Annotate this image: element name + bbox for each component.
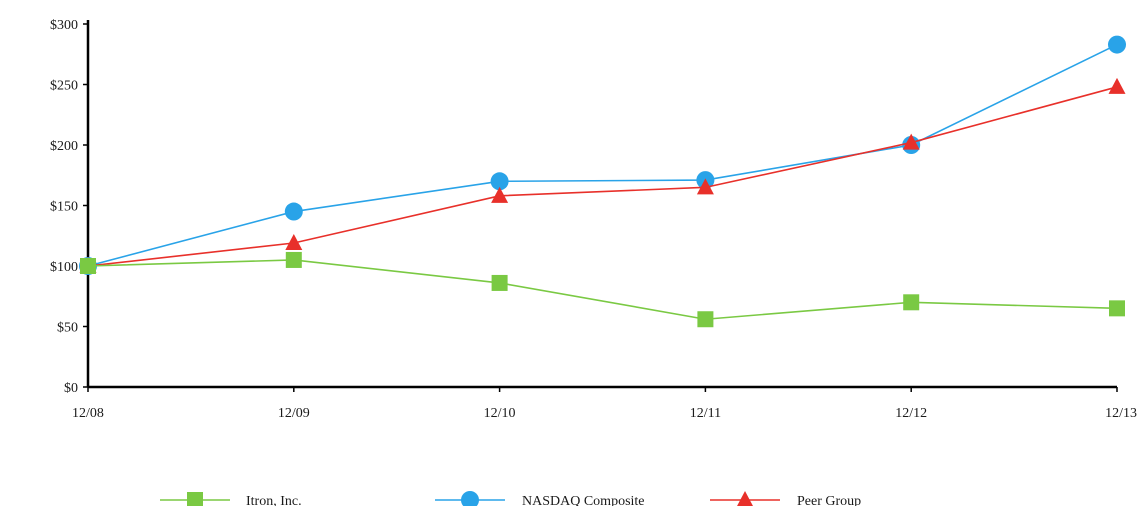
series-line-nasdaq-composite: [87, 43, 1118, 267]
legend-item-nasdaq-composite: NASDAQ Composite: [435, 491, 645, 506]
legend-label: Peer Group: [797, 494, 861, 506]
legend-label: NASDAQ Composite: [522, 494, 645, 506]
y-tick-label: $300: [50, 18, 78, 33]
data-point-nasdaq-composite: [490, 172, 509, 191]
x-tick-label: 12/08: [72, 406, 104, 421]
legend-marker-circle: [461, 491, 479, 506]
y-tick-label: $50: [57, 321, 78, 336]
x-tick-label: 12/13: [1105, 406, 1137, 421]
series-nasdaq-composite: [79, 35, 1126, 275]
x-axis-tick-labels: 12/08 12/09 12/10 12/11 12/12 12/13: [72, 406, 1137, 421]
y-tick-label: $200: [50, 139, 78, 154]
legend-item-itron-inc: Itron, Inc.: [160, 492, 302, 506]
data-point-itron-inc: [1109, 300, 1125, 317]
y-tick-label: $250: [50, 79, 78, 94]
x-tick-label: 12/10: [484, 406, 516, 421]
data-point-nasdaq-composite: [1108, 35, 1126, 54]
y-axis-tick-labels: $0 $50 $100 $150 $200 $250 $300: [50, 18, 78, 396]
legend-item-peer-group: Peer Group: [710, 491, 861, 506]
data-point-peer-group: [1108, 77, 1126, 94]
data-point-peer-group: [902, 133, 920, 150]
y-tick-label: $150: [50, 200, 78, 215]
legend-label: Itron, Inc.: [246, 494, 302, 506]
x-tick-label: 12/09: [278, 406, 310, 421]
series-peer-group: [79, 77, 1126, 273]
data-point-itron-inc: [903, 294, 920, 311]
y-tick-label: $100: [50, 260, 78, 275]
data-point-peer-group: [491, 186, 509, 203]
data-point-itron-inc: [80, 258, 96, 274]
data-point-nasdaq-composite: [284, 202, 303, 221]
legend-marker-triangle: [737, 491, 753, 506]
legend-marker-square: [187, 492, 203, 506]
y-tick-label: $0: [64, 381, 78, 396]
data-point-peer-group: [285, 234, 303, 251]
data-point-peer-group: [696, 178, 714, 195]
x-tick-label: 12/11: [690, 406, 721, 421]
x-tick-label: 12/12: [895, 406, 927, 421]
data-point-itron-inc: [491, 274, 508, 291]
series-itron-inc: [80, 251, 1125, 328]
axes: [83, 20, 1118, 392]
data-point-itron-inc: [285, 251, 302, 268]
series-line-itron-inc: [87, 259, 1118, 321]
series-line-peer-group: [87, 86, 1118, 267]
data-point-itron-inc: [697, 311, 714, 328]
legend: Itron, Inc. NASDAQ Composite Peer Group: [160, 491, 861, 506]
series-layer: [79, 35, 1126, 328]
